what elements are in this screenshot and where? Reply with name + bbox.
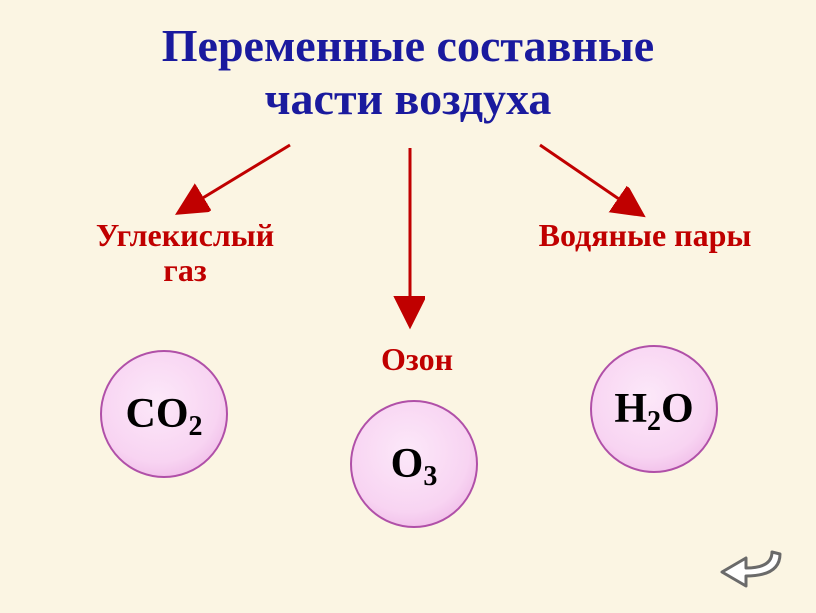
formula-h2o-elem2: O	[661, 386, 694, 432]
label-water-text: Водяные пары	[539, 217, 752, 253]
title-line1: Переменные составные	[162, 20, 654, 71]
label-ozone-text: Озон	[381, 341, 453, 377]
circle-o3: O3	[350, 400, 478, 528]
formula-h2o-elem1: H	[614, 386, 647, 432]
label-co2-line1: Углекислый	[96, 217, 274, 253]
formula-co2: CO2	[126, 393, 203, 435]
formula-o3-sub: 3	[423, 461, 437, 492]
formula-o3: O3	[391, 443, 438, 485]
circle-h2o: H2O	[590, 345, 718, 473]
formula-co2-elem: CO	[126, 391, 189, 437]
page-title: Переменные составные части воздуха	[0, 0, 816, 126]
formula-o3-elem: O	[391, 441, 424, 487]
circle-co2: CO2	[100, 350, 228, 478]
label-co2-line2: газ	[163, 252, 206, 288]
label-ozone: Озон	[362, 342, 472, 377]
formula-h2o: H2O	[614, 388, 693, 430]
title-line2: части воздуха	[265, 73, 552, 124]
formula-h2o-sub: 2	[647, 406, 661, 437]
curved-arrow-icon	[716, 546, 788, 590]
back-arrow-button[interactable]	[716, 546, 788, 595]
label-carbon-dioxide: Углекислый газ	[75, 218, 295, 288]
label-water-vapor: Водяные пары	[515, 218, 775, 253]
formula-co2-sub: 2	[189, 411, 203, 442]
